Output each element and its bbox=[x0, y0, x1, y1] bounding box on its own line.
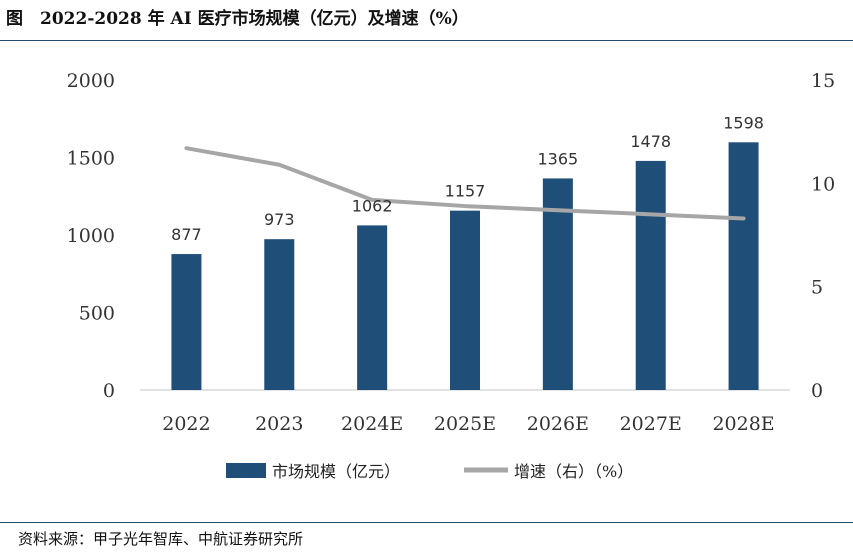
legend-label-line: 增速（右）（%） bbox=[514, 462, 633, 481]
x-tick-label: 2024E bbox=[341, 413, 403, 435]
legend: 市场规模（亿元） 增速（右）（%） bbox=[226, 462, 633, 481]
bar-value-label: 1062 bbox=[352, 196, 393, 215]
right-y-tick-label: 5 bbox=[811, 277, 823, 299]
legend-swatch-bar bbox=[226, 463, 266, 478]
bottom-rule bbox=[0, 522, 853, 523]
bar-value-label: 1365 bbox=[537, 149, 578, 168]
bar-value-label: 1157 bbox=[445, 182, 486, 201]
bar-2025E bbox=[450, 210, 480, 390]
right-y-tick-label: 10 bbox=[811, 173, 835, 195]
x-tick-label: 2023 bbox=[255, 413, 303, 435]
x-tick-label: 2025E bbox=[434, 413, 496, 435]
bar-value-labels: 877 973 1062 1157 1365 1478 1598 bbox=[171, 113, 764, 244]
bar-value-label: 877 bbox=[171, 225, 202, 244]
bars bbox=[171, 142, 759, 390]
top-rule bbox=[0, 40, 853, 41]
left-y-tick-label: 1000 bbox=[67, 225, 115, 247]
right-y-tick-label: 15 bbox=[811, 70, 835, 92]
legend-label-bar: 市场规模（亿元） bbox=[272, 462, 400, 481]
bar-2028E bbox=[728, 142, 759, 390]
x-tick-label: 2026E bbox=[527, 413, 589, 435]
left-axis-ticks: 0 500 1000 1500 2000 bbox=[67, 70, 115, 402]
bar-2022 bbox=[171, 254, 202, 390]
left-y-tick-label: 500 bbox=[79, 303, 115, 325]
left-y-tick-label: 2000 bbox=[67, 70, 115, 92]
bar-2024E bbox=[357, 225, 388, 390]
x-axis-ticks: 2022 2023 2024E 2025E 2026E 2027E 2028E bbox=[162, 413, 774, 435]
bar-value-label: 973 bbox=[264, 210, 295, 229]
bar-value-label: 1478 bbox=[630, 132, 671, 151]
bar-2026E bbox=[542, 178, 573, 390]
bar-value-label: 1598 bbox=[723, 113, 764, 132]
right-y-tick-label: 0 bbox=[811, 380, 823, 402]
bar-2027E bbox=[635, 160, 666, 390]
bar-2023 bbox=[264, 239, 295, 390]
chart-title: 图 2022-2028 年 AI 医疗市场规模（亿元）及增速（%） bbox=[6, 9, 469, 29]
growth-line-layer bbox=[184, 146, 746, 221]
left-y-tick-label: 0 bbox=[103, 380, 115, 402]
x-tick-label: 2027E bbox=[620, 413, 682, 435]
left-y-tick-label: 1500 bbox=[67, 148, 115, 170]
right-axis-ticks: 0 5 10 15 bbox=[811, 70, 835, 402]
source-note: 资料来源：甲子光年智库、中航证券研究所 bbox=[18, 530, 304, 548]
x-tick-label: 2028E bbox=[712, 413, 774, 435]
x-tick-label: 2022 bbox=[162, 413, 210, 435]
